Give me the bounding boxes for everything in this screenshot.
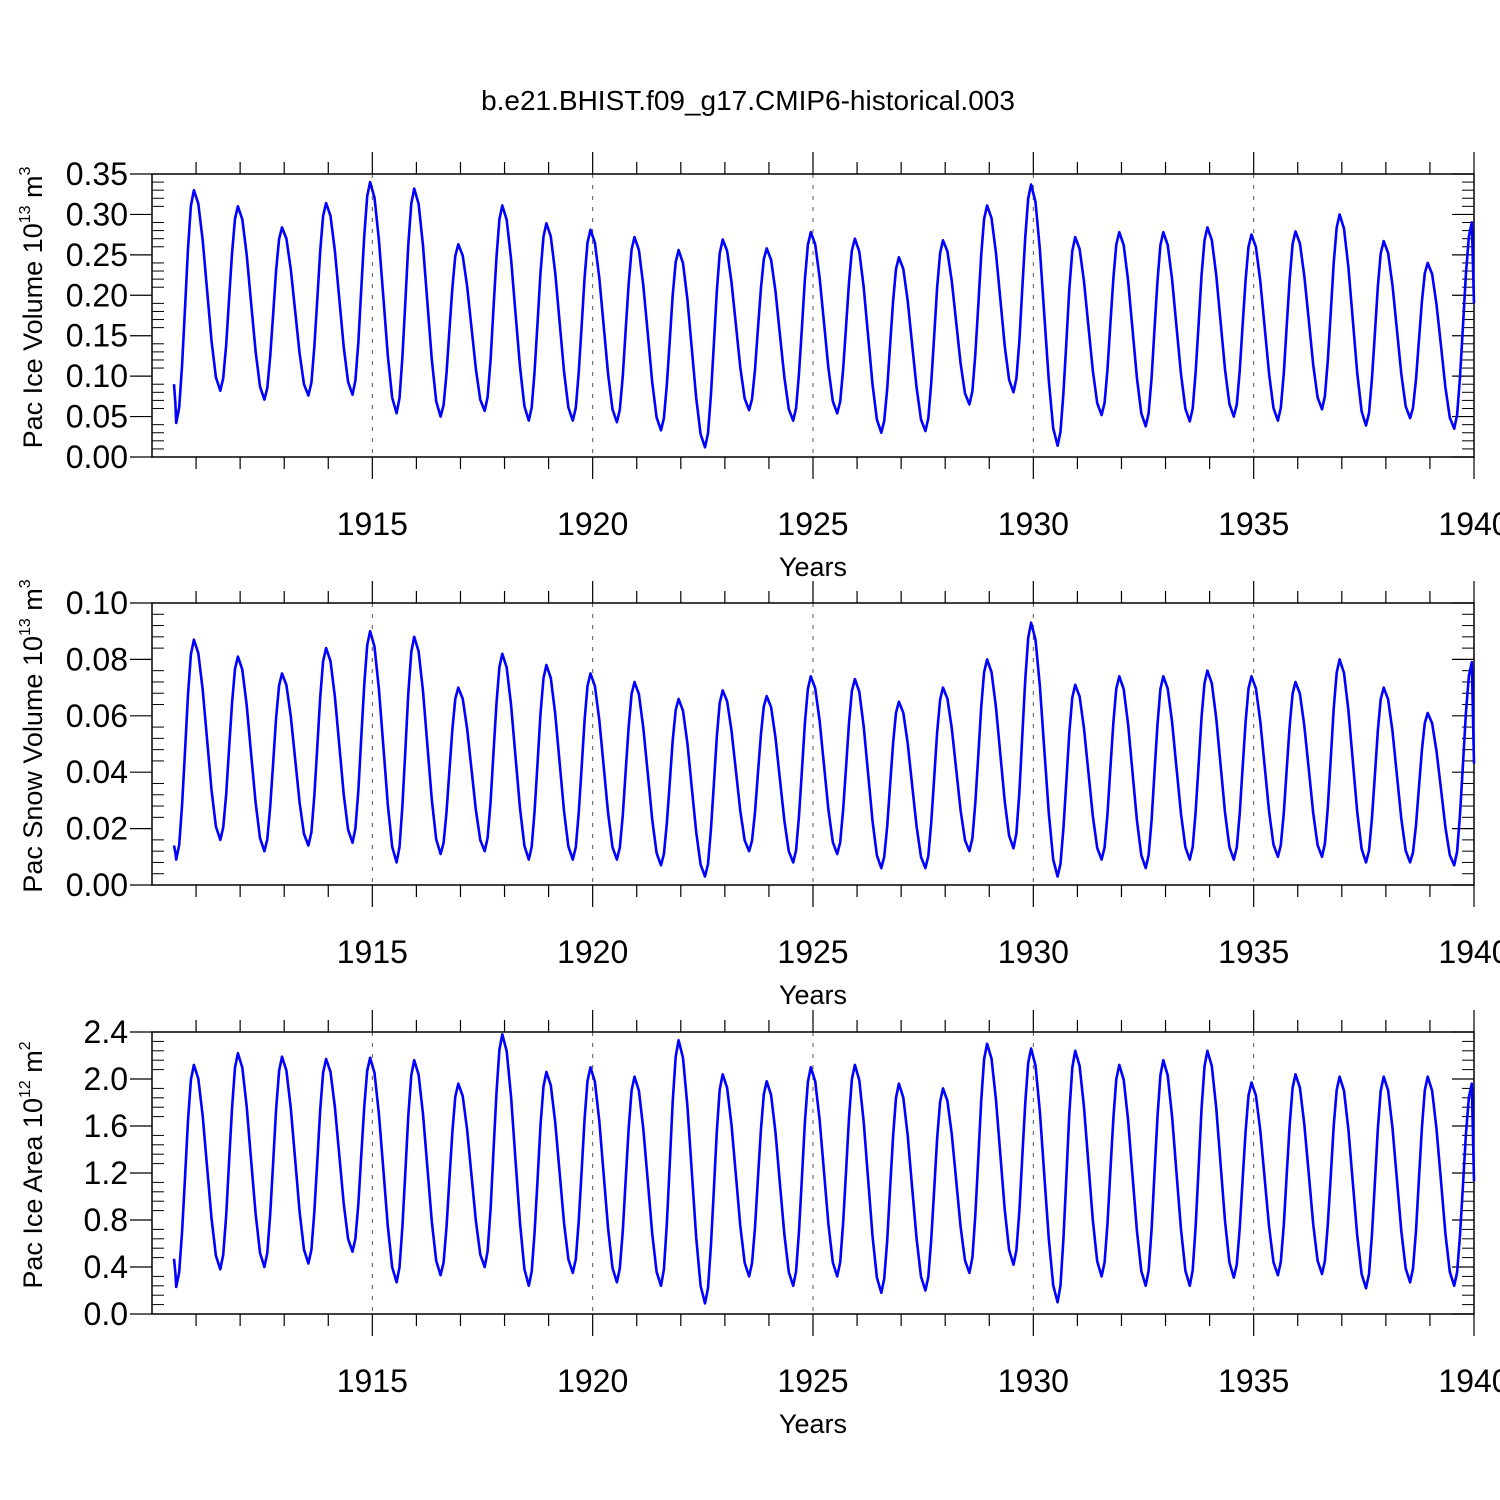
y-tick-label: 0.20 <box>66 277 128 313</box>
y-tick-label: 0.00 <box>66 867 128 903</box>
y-tick-label: 0.08 <box>66 641 128 677</box>
y-tick-label: 0.30 <box>66 196 128 232</box>
x-tick-label: 1920 <box>557 934 628 970</box>
x-tick-label: 1925 <box>777 506 848 542</box>
y-tick-label: 0.10 <box>66 585 128 621</box>
panel-snow-volume: 0.00 0.02 0.04 0.06 0.08 0.10 1915 1920 1925 1930… <box>17 579 1500 1010</box>
x-tick-label: 1920 <box>557 506 628 542</box>
x-axis-label: Years <box>779 980 847 1010</box>
y-axis-label: Pac Snow Volume 1013 m3 <box>17 579 48 892</box>
y-tick-label: 0.15 <box>66 318 128 354</box>
y-tick-label: 1.2 <box>84 1155 128 1191</box>
series-line <box>172 1033 1476 1305</box>
y-tick-label: 0.4 <box>84 1249 128 1285</box>
y-axis-label: Pac Ice Area 1012 m2 <box>17 1041 48 1288</box>
x-tick-label: 1935 <box>1218 934 1289 970</box>
x-axis-label: Years <box>779 552 847 582</box>
series-line <box>172 621 1476 878</box>
series-line <box>172 180 1476 449</box>
x-tick-label: 1935 <box>1218 1363 1289 1399</box>
x-axis-label: Years <box>779 1409 847 1439</box>
x-tick-label: 1915 <box>337 1363 408 1399</box>
x-tick-label: 1930 <box>998 506 1069 542</box>
y-tick-label: 2.0 <box>84 1061 128 1097</box>
panel-ice-volume: 0.00 0.05 0.10 0.15 0.20 0.25 0.30 0.35 1915 1920… <box>17 152 1500 582</box>
x-tick-label: 1925 <box>777 1363 848 1399</box>
y-axis-label: Pac Ice Volume 1013 m3 <box>17 166 48 448</box>
y-tick-label: 2.4 <box>84 1014 128 1050</box>
y-tick-label: 0.06 <box>66 698 128 734</box>
x-tick-label: 1925 <box>777 934 848 970</box>
x-tick-label: 1930 <box>998 1363 1069 1399</box>
x-tick-label: 1915 <box>337 934 408 970</box>
x-tick-label: 1935 <box>1218 506 1289 542</box>
panel-ice-area: 0.0 0.4 0.8 1.2 1.6 2.0 2.4 1915 1920 1925 1930 193… <box>17 1010 1500 1439</box>
y-tick-label: 0.8 <box>84 1202 128 1238</box>
y-tick-label: 0.10 <box>66 358 128 394</box>
x-tick-label: 1915 <box>337 506 408 542</box>
x-tick-label: 1920 <box>557 1363 628 1399</box>
y-tick-label: 1.6 <box>84 1108 128 1144</box>
y-tick-label: 0.0 <box>84 1296 128 1332</box>
x-tick-label: 1940 <box>1438 934 1500 970</box>
y-tick-label: 0.00 <box>66 439 128 475</box>
x-tick-label: 1930 <box>998 934 1069 970</box>
x-tick-label: 1940 <box>1438 1363 1500 1399</box>
y-tick-label: 0.02 <box>66 811 128 847</box>
y-tick-label: 0.05 <box>66 399 128 435</box>
plot-frame <box>151 602 1475 886</box>
y-tick-label: 0.35 <box>66 156 128 192</box>
y-tick-label: 0.25 <box>66 237 128 273</box>
figure-title: b.e21.BHIST.f09_g17.CMIP6-historical.003 <box>481 85 1015 116</box>
x-tick-label: 1940 <box>1438 506 1500 542</box>
y-tick-label: 0.04 <box>66 754 128 790</box>
